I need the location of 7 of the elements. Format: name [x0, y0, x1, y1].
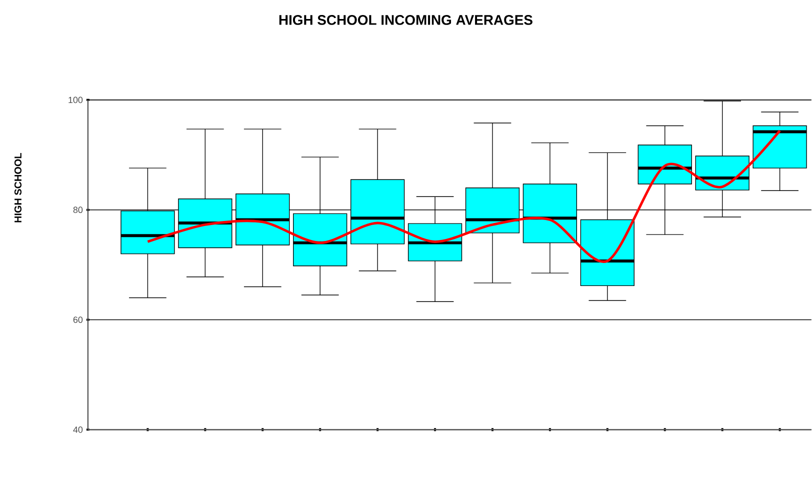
y-tick-label: 40 — [73, 426, 83, 434]
y-tick-label: 60 — [73, 316, 83, 324]
y-axis-title: HIGH SCHOOL — [14, 153, 22, 222]
line-series — [146, 130, 782, 264]
y-tick-label: 80 — [73, 206, 83, 214]
y-tick-label: 100 — [68, 96, 83, 104]
chart-title: HIGH SCHOOL INCOMING AVERAGES — [279, 15, 532, 26]
